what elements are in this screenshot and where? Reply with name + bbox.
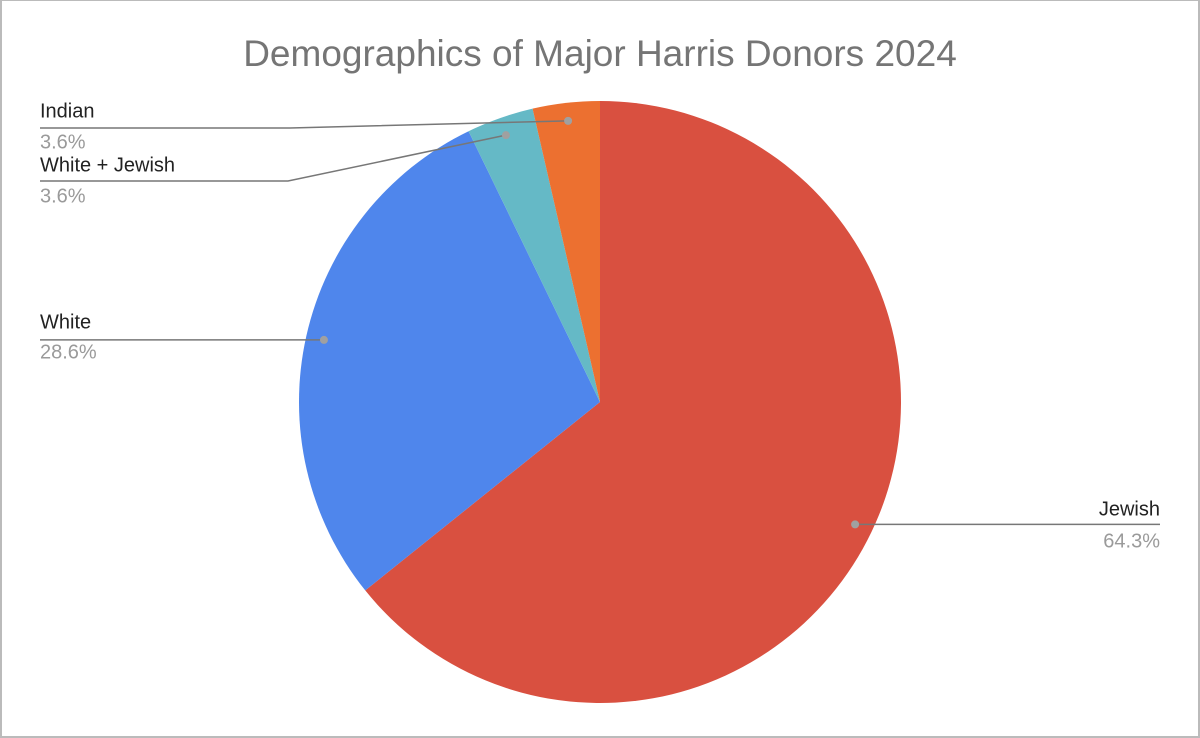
leader-dot bbox=[564, 116, 573, 125]
pie-slice bbox=[298, 131, 600, 591]
pie-slice bbox=[468, 108, 600, 403]
slice-value-label: 3.6% bbox=[40, 185, 86, 207]
leader-dot bbox=[501, 131, 510, 140]
leader-dot bbox=[851, 520, 860, 529]
pie-slice bbox=[365, 101, 902, 703]
slice-value-label: 64.3% bbox=[1103, 530, 1160, 552]
slice-value-label: 28.6% bbox=[40, 341, 97, 363]
pie-slice bbox=[532, 101, 600, 402]
slice-name: Jewish bbox=[1099, 498, 1160, 520]
leader-dot bbox=[319, 335, 328, 344]
leader-line bbox=[40, 134, 507, 182]
slice-name: Indian bbox=[40, 100, 95, 122]
slice-name: White + Jewish bbox=[40, 154, 175, 176]
chart-title: Demographics of Major Harris Donors 2024 bbox=[243, 33, 957, 74]
slice-value-label: 3.6% bbox=[40, 131, 86, 153]
leader-line bbox=[40, 120, 569, 129]
slice-name: White bbox=[40, 311, 91, 333]
